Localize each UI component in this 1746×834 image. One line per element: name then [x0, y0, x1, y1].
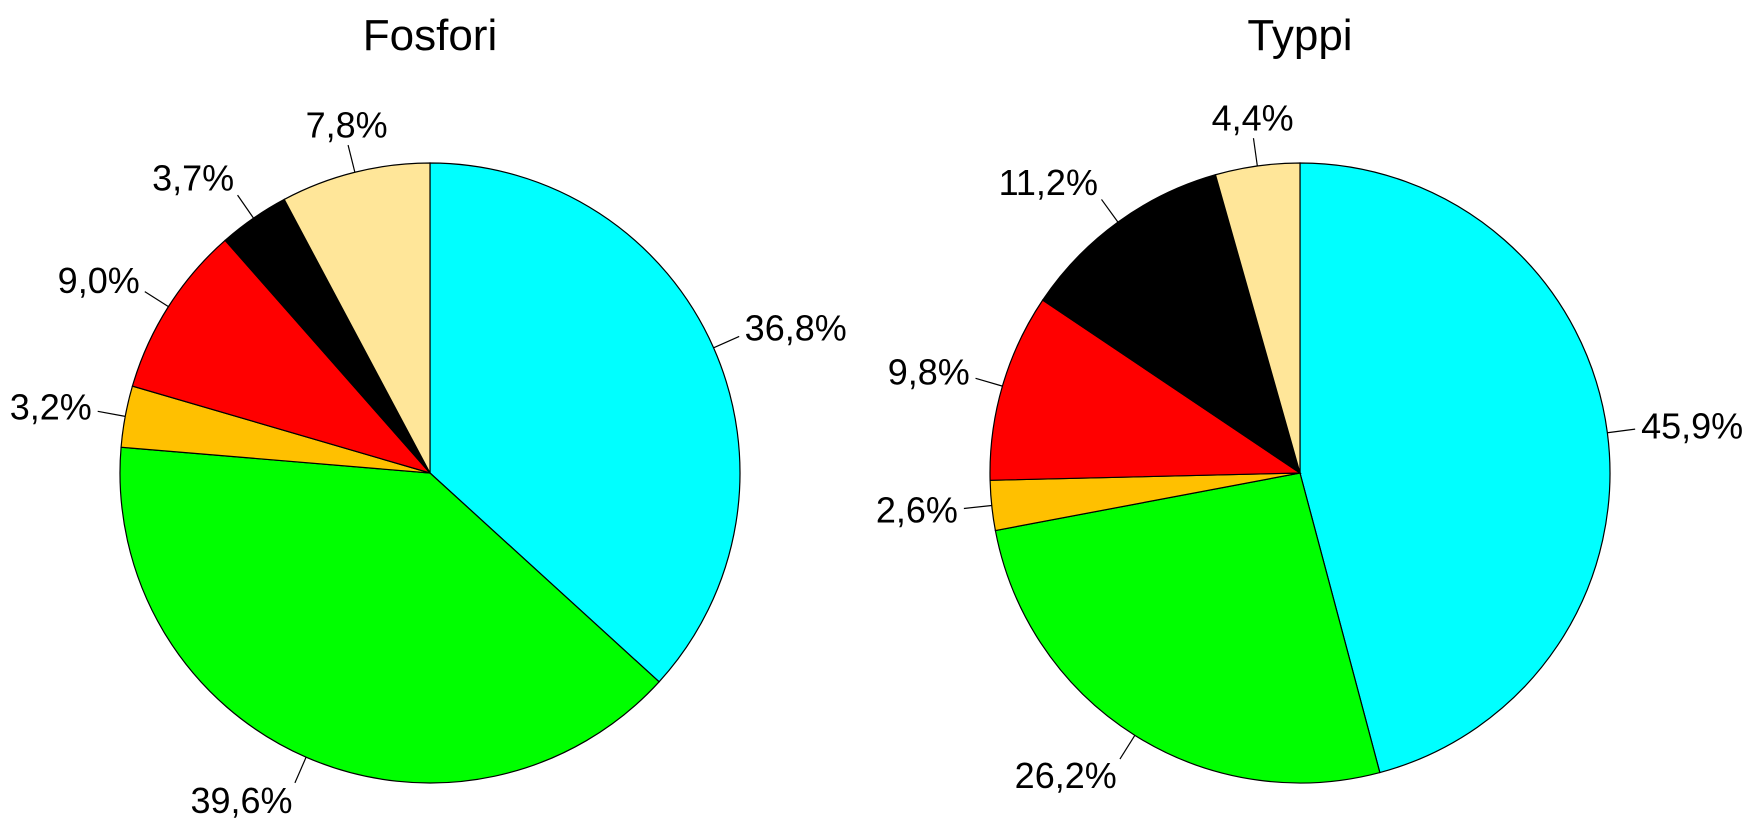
pie-leader-fosfori-1: [294, 756, 307, 784]
pie-slice-typpi-5: [1214, 162, 1301, 474]
pie-leader-typpi-0: [1607, 428, 1636, 434]
pie-label-typpi-0: 45,9%: [1641, 406, 1743, 447]
pie-label-typpi-4: 11,2%: [999, 162, 1098, 203]
pie-slice-fosfori-0: [429, 162, 741, 683]
pie-leader-typpi-2: [963, 504, 992, 510]
pie-slice-fosfori-1: [119, 446, 660, 784]
pie-label-fosfori-0: 36,8%: [745, 307, 847, 348]
pie-labels-typpi: 45,9% 26,2% 2,6% 9,8% 11,2% 4,4%: [876, 97, 1743, 796]
pie-label-typpi-1: 26,2%: [1015, 755, 1117, 796]
pie-slice-typpi-1: [994, 472, 1381, 784]
pie-label-typpi-3: 9,8%: [888, 352, 970, 393]
pie-label-fosfori-4: 3,7%: [152, 158, 234, 199]
pie-label-typpi-5: 4,4%: [1212, 97, 1294, 138]
pie-slice-typpi-3: [989, 299, 1302, 481]
pie-label-fosfori-3: 9,0%: [58, 260, 140, 301]
pie-leader-fosfori-3: [144, 291, 169, 308]
pie-leader-fosfori-0: [713, 335, 740, 349]
pie-chart-typpi: Typpi 45,9% 26,2% 2,6% 9,8% 11,2% 4,4%: [876, 11, 1743, 796]
pie-label-fosfori-5: 7,8%: [306, 105, 388, 146]
pie-label-fosfori-2: 3,2%: [10, 387, 92, 428]
pie-leader-fosfori-4: [237, 194, 254, 219]
pie-chart-fosfori: Fosfori 36,8% 39,6% 3,2% 9,0% 3,7% 7,8%: [10, 11, 847, 821]
pie-slice-typpi-0: [1299, 162, 1611, 774]
pie-leader-typpi-1: [1119, 735, 1136, 760]
pie-leader-fosfori-2: [97, 410, 126, 417]
chart-title-typpi: Typpi: [1247, 11, 1352, 60]
pie-leader-fosfori-5: [347, 144, 356, 173]
pie-labels-fosfori: 36,8% 39,6% 3,2% 9,0% 3,7% 7,8%: [10, 105, 847, 821]
pie-leader-typpi-4: [1101, 199, 1119, 223]
pie-leader-typpi-3: [975, 377, 1003, 387]
pie-slices-typpi: [989, 162, 1611, 784]
pie-slices-fosfori: [119, 162, 741, 784]
pie-label-fosfori-1: 39,6%: [190, 780, 292, 821]
pie-slice-fosfori-5: [283, 162, 431, 474]
pie-leader-typpi-5: [1252, 138, 1258, 167]
pie-label-typpi-2: 2,6%: [876, 490, 958, 531]
pie-slice-typpi-4: [1041, 174, 1302, 475]
chart-title-fosfori: Fosfori: [363, 11, 497, 60]
